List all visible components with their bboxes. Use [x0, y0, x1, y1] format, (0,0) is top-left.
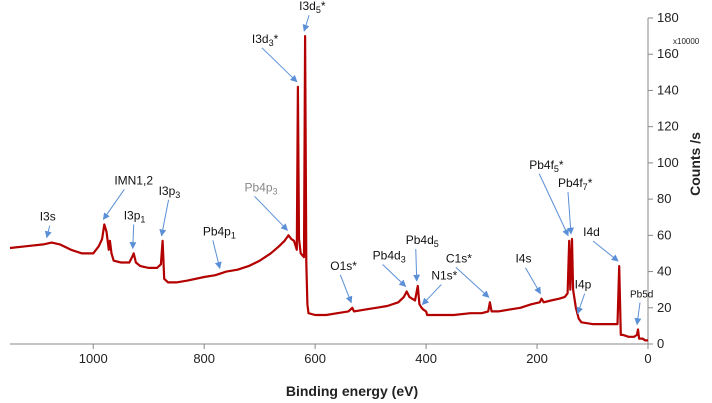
plot-area: [9, 35, 648, 342]
annotation-arrow: [261, 47, 298, 83]
peak-label: I3s: [40, 210, 56, 224]
annotation-arrow: [159, 199, 170, 237]
peak-label: Pb4p3: [245, 180, 278, 196]
y-tick-label: 140: [657, 82, 679, 97]
peak-label: I4d: [583, 225, 600, 239]
annotation-arrow: [254, 195, 288, 231]
peak-label: I3p1: [124, 208, 146, 224]
peak-label: Pb5d: [630, 290, 653, 301]
annotation-arrow: [102, 189, 125, 221]
peak-label: Pb4d5: [406, 233, 439, 249]
y-tick-label: 100: [657, 155, 679, 170]
x-tick-label: 200: [526, 351, 548, 366]
x-tick-label: 600: [304, 351, 326, 366]
peak-label: I3d5*: [299, 0, 326, 15]
y-tick-label: 180: [657, 10, 679, 25]
annotation-arrow: [538, 173, 569, 237]
y-axis-multiplier: x10000: [673, 37, 700, 46]
peak-label: Pb4p1: [203, 224, 236, 240]
annotation-arrow: [421, 284, 442, 306]
y-tick-label: 0: [657, 336, 664, 351]
x-tick-label: 400: [415, 351, 437, 366]
x-tick-label: 1000: [79, 351, 108, 366]
annotation-arrow: [525, 267, 541, 295]
annotation-arrow: [302, 14, 310, 32]
peak-label: I4p: [575, 278, 592, 292]
annotation-arrow: [455, 266, 490, 298]
x-tick-labels: 1000 800 600 400 200 0: [79, 351, 652, 366]
y-tick-labels: 0 20 40 60 80 100 120 140 160 180: [657, 10, 679, 351]
annotation-arrow: [413, 249, 421, 282]
y-tick-label: 20: [657, 300, 671, 315]
peak-label: Pb4f7*: [558, 176, 593, 192]
peak-label: Pb4f5*: [529, 158, 564, 174]
annotation-arrow: [339, 274, 353, 304]
y-tick-label: 60: [657, 227, 671, 242]
spectrum-line: [9, 35, 648, 342]
peak-label: IMN1,2: [114, 173, 153, 187]
annotation-arrow: [212, 240, 222, 270]
peak-label: I4s: [515, 252, 531, 266]
x-axis-label: Binding energy (eV): [286, 383, 418, 399]
peak-label: Pb4d3: [373, 248, 406, 264]
x-tick-label: 0: [644, 351, 651, 366]
peak-label: I3p3: [159, 184, 181, 200]
peak-label: O1s*: [330, 259, 357, 273]
y-tick-label: 120: [657, 119, 679, 134]
annotation-arrow: [129, 224, 137, 250]
annotation-arrow: [634, 302, 642, 326]
y-tick-label: 40: [657, 264, 671, 279]
y-axis-label: Counts /s: [687, 132, 703, 196]
peak-annotations: I3s IMN1,2 I3p1 I3p3 Pb4p1 Pb4p3 I3d3* I3d5* O1s…: [40, 0, 653, 326]
annotation-arrow: [576, 293, 586, 315]
axes: [10, 17, 653, 349]
y-tick-label: 160: [657, 46, 679, 61]
x-tick-label: 800: [193, 351, 215, 366]
annotation-arrow: [592, 240, 619, 262]
annotation-arrow: [44, 225, 52, 239]
y-tick-label: 80: [657, 191, 671, 206]
annotation-arrow: [567, 191, 575, 235]
peak-label: C1s*: [446, 251, 472, 265]
peak-label: I3d3*: [252, 32, 279, 48]
annotation-arrow: [382, 264, 407, 287]
peak-label: N1s*: [431, 269, 457, 283]
